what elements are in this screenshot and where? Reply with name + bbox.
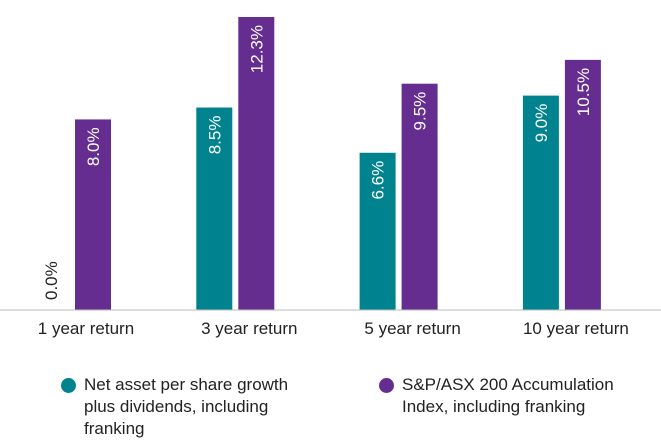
x-tick-label: 5 year return (364, 319, 460, 338)
bar (564, 59, 601, 310)
legend-swatch (379, 378, 394, 393)
value-label: 9.5% (411, 92, 430, 131)
x-tick-label: 3 year return (201, 319, 297, 338)
chart: 1 year return 0.0% 8.0% 3 year return 8.5% 12… (0, 17, 661, 338)
bar (238, 17, 275, 310)
bar (196, 107, 233, 310)
value-label: 9.0% (532, 104, 551, 143)
legend-item: Net asset per share growth plus dividend… (61, 374, 319, 440)
legend-label: Net asset per share growth plus dividend… (84, 375, 289, 438)
value-label: 10.5% (574, 68, 593, 116)
x-tick-label: 10 year return (523, 319, 629, 338)
value-label: 12.3% (247, 25, 266, 73)
value-label: 0.0% (42, 261, 61, 300)
legend-swatch (61, 378, 76, 393)
legend-item: S&P/ASX 200 Accumulation Index, includin… (379, 374, 661, 418)
bar (522, 95, 559, 310)
bar (401, 83, 438, 310)
x-tick-label: 1 year return (38, 319, 134, 338)
legend-label: S&P/ASX 200 Accumulation Index, includin… (402, 375, 614, 416)
value-label: 8.5% (205, 116, 224, 155)
bar (359, 152, 396, 310)
value-label: 8.0% (84, 127, 103, 166)
value-label: 6.6% (369, 161, 388, 200)
bar (75, 119, 111, 310)
